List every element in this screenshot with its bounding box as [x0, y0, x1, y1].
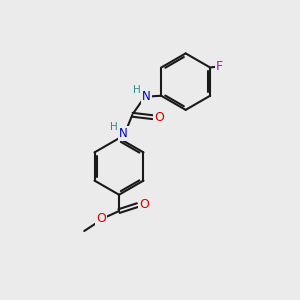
Text: O: O [96, 212, 106, 225]
Text: O: O [139, 198, 149, 211]
Text: H: H [110, 122, 118, 132]
Text: O: O [154, 111, 164, 124]
Text: N: N [119, 127, 128, 140]
Text: H: H [133, 85, 140, 95]
Text: F: F [216, 59, 223, 73]
Text: N: N [142, 90, 151, 103]
